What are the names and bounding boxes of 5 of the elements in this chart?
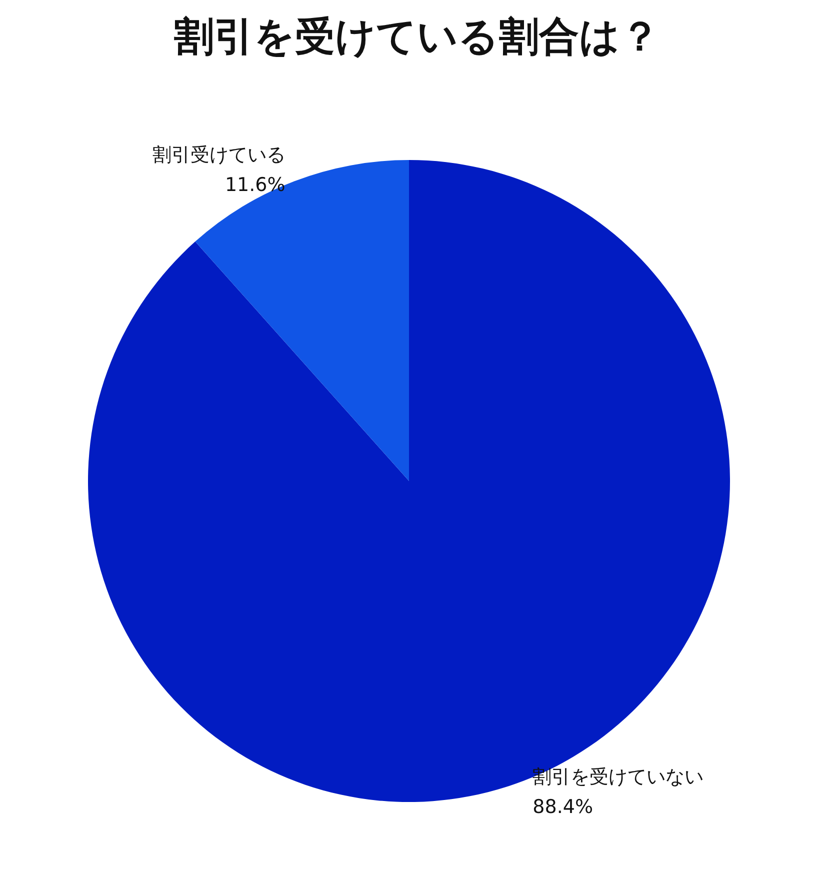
data-label: 11.6% xyxy=(224,174,286,196)
slice-label: 割引を受けていない xyxy=(532,766,704,788)
chart-title: 割引を受けている割合は？ xyxy=(174,14,660,60)
data-label: 88.4% xyxy=(532,796,594,818)
slice-label: 割引受けている xyxy=(152,144,286,166)
